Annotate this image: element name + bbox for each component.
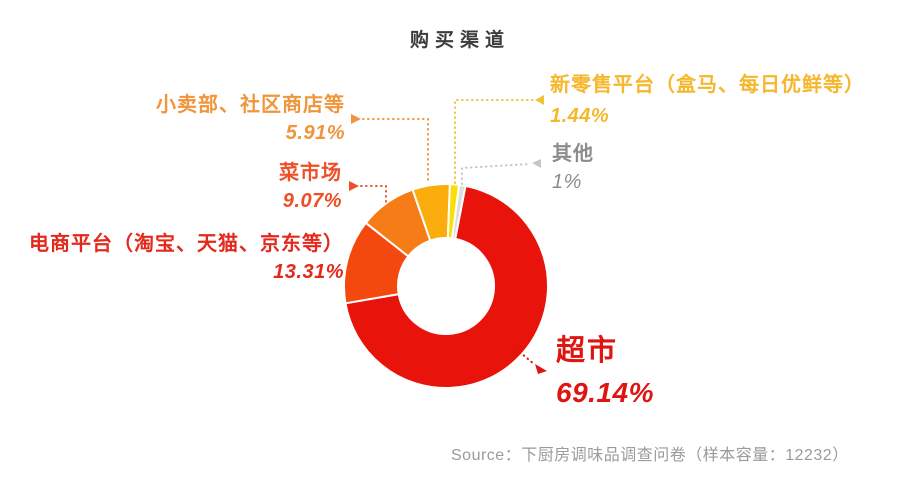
slice-label-ecommerce: 电商平台（淘宝、天猫、京东等） [29, 233, 344, 255]
leader-line-3 [362, 118, 429, 184]
donut-slice-5 [451, 183, 467, 240]
callout-shop: 小卖部、社区商店等 5.91% [156, 95, 345, 143]
leader-line-2 [360, 185, 387, 203]
leader-arrow-2 [349, 181, 359, 191]
slice-percentage-market: 9.07% [282, 190, 342, 212]
slice-label-new-retail: 新零售平台（盒马、每日优鲜等） [550, 74, 865, 96]
slice-percentage-supermarket: 69.14% [556, 377, 654, 408]
donut-slice-0 [344, 184, 549, 389]
callout-other: 其他 1% [552, 144, 594, 192]
leader-arrow-5 [532, 159, 541, 168]
slice-percentage-shop: 5.91% [285, 122, 345, 144]
slice-label-supermarket: 超市 [556, 335, 619, 367]
leader-arrow-4 [535, 95, 544, 105]
source-note: Source：下厨房调味品调查问卷（样本容量：12232） [451, 447, 849, 464]
leader-line-4 [454, 99, 534, 184]
leader-line-5 [461, 163, 531, 185]
slice-label-market: 菜市场 [279, 162, 342, 184]
leader-arrow-3 [351, 114, 361, 124]
callout-market: 菜市场 9.07% [279, 163, 342, 211]
leader-line-0 [515, 348, 535, 365]
slice-percentage-other: 1% [552, 171, 582, 193]
slice-label-other: 其他 [552, 143, 594, 165]
slice-percentage-ecommerce: 13.31% [273, 261, 344, 283]
callout-ecommerce: 电商平台（淘宝、天猫、京东等） 13.31% [29, 234, 344, 282]
slice-label-shop: 小卖部、社区商店等 [156, 94, 345, 116]
leader-arrow-0 [535, 364, 547, 374]
callout-supermarket: 超市 69.14% [556, 337, 654, 407]
chart-title: 购买渠道 [409, 30, 510, 51]
callout-new-retail: 新零售平台（盒马、每日优鲜等） 1.44% [550, 75, 865, 126]
slice-percentage-new-retail: 1.44% [550, 105, 610, 127]
